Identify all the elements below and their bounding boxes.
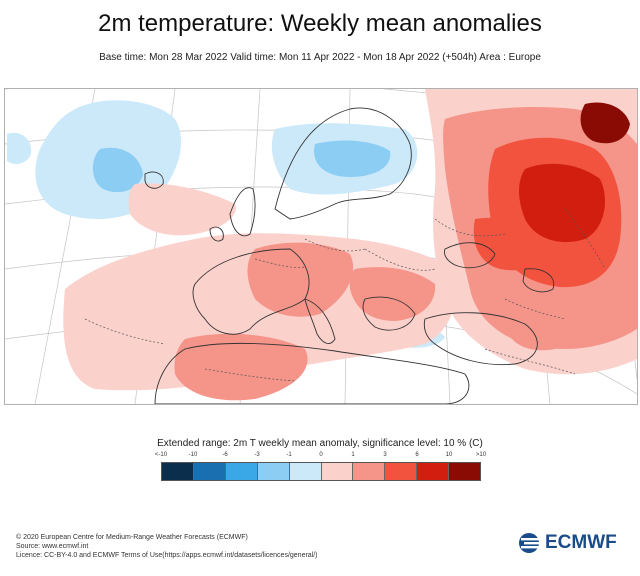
- legend-tick: 6: [415, 452, 419, 458]
- anomaly-map: [4, 88, 638, 405]
- legend-color-box-7: [385, 463, 418, 480]
- legend-color-box-0: [162, 463, 194, 480]
- chart-subtitle: Base time: Mon 28 Mar 2022 Valid time: M…: [99, 52, 541, 63]
- coastlines: [144, 107, 555, 404]
- legend-color-box-2: [225, 463, 258, 480]
- footer-line: Licence: CC-BY-4.0 and ECMWF Terms of Us…: [16, 552, 318, 559]
- footer-line: © 2020 European Centre for Medium-Range …: [16, 534, 248, 541]
- ecmwf-logo: ECMWF: [518, 532, 628, 554]
- legend-color-box-9: [449, 463, 481, 480]
- legend-color-box-8: [417, 463, 450, 480]
- country-borders: [84, 208, 606, 382]
- legend-color-bar: [161, 462, 481, 481]
- legend-tick: -6: [222, 452, 228, 458]
- legend-tick: 0: [319, 452, 323, 458]
- legend-tick: -1: [286, 452, 292, 458]
- legend-tick: -10: [188, 452, 198, 458]
- map-canvas: [5, 89, 637, 404]
- legend-tick-labels: <-10 -10 -6 -3 -1 0 1 3 6 10 >10: [155, 452, 486, 462]
- legend-tick: 10: [445, 452, 453, 458]
- legend-tick: <-10: [154, 452, 168, 458]
- legend-tick: 1: [351, 452, 355, 458]
- chart-title: 2m temperature: Weekly mean anomalies: [98, 10, 542, 37]
- legend-color-box-5: [321, 463, 354, 480]
- legend-color-box-4: [289, 463, 322, 480]
- legend-color-box-3: [257, 463, 290, 480]
- legend-tick: -3: [254, 452, 260, 458]
- footer-line: Source: www.ecmwf.int: [16, 543, 89, 550]
- footer-credits: © 2020 European Centre for Medium-Range …: [16, 533, 318, 560]
- legend-color-box-1: [193, 463, 226, 480]
- ecmwf-logo-text: ECMWF: [545, 532, 617, 553]
- ecmwf-logo-icon: [519, 533, 542, 553]
- legend-title: Extended range: 2m T weekly mean anomaly…: [157, 438, 483, 449]
- warm-anomaly-areas: [63, 89, 637, 401]
- legend-color-box-6: [353, 463, 386, 480]
- legend-tick: 3: [383, 452, 387, 458]
- legend-tick: >10: [475, 452, 487, 458]
